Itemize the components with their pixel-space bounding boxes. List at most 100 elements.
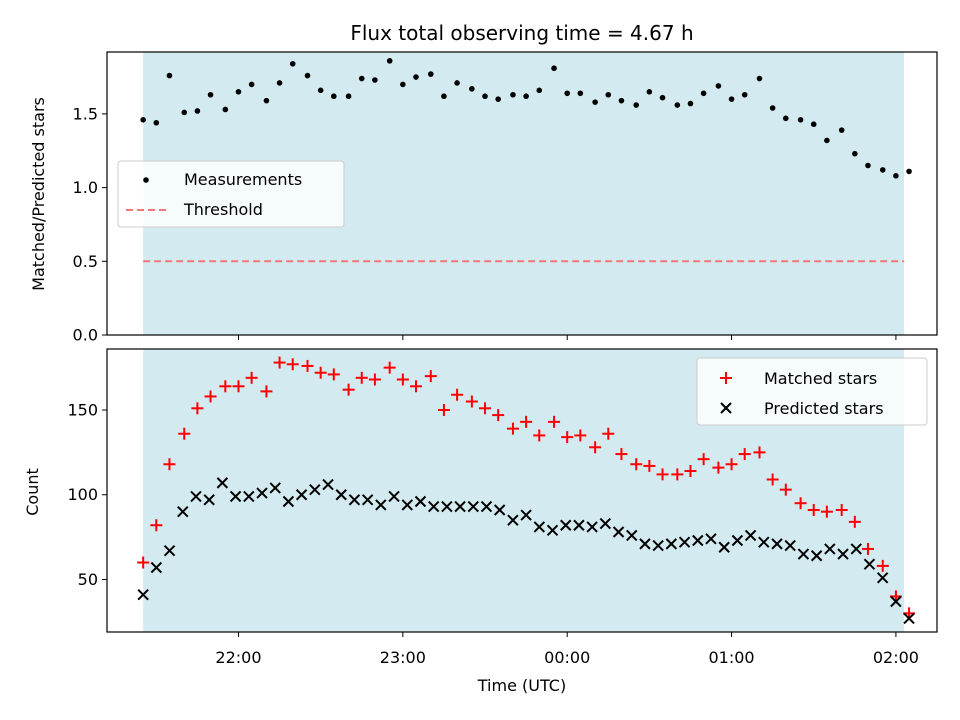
predicted-star-point <box>546 524 559 537</box>
predicted-star-point <box>824 543 836 555</box>
matched-star-point <box>684 465 697 478</box>
predicted-star-point <box>784 539 796 552</box>
chart-title: Flux total observing time = 4.67 h <box>350 21 693 45</box>
measurement-point <box>741 91 748 98</box>
measurement-point <box>495 96 501 102</box>
measurement-point <box>756 75 763 82</box>
legend-measurements-marker <box>143 177 149 183</box>
predicted-star-point <box>626 529 638 542</box>
predicted-star-point-b <box>718 541 730 553</box>
predicted-star-point <box>758 536 770 548</box>
count-y-label: Count <box>23 468 42 516</box>
predicted-star-point <box>269 482 281 494</box>
matched-star-point <box>615 448 628 461</box>
measurement-point <box>181 109 188 116</box>
matched-star-point <box>204 390 217 403</box>
measurement-points <box>140 58 912 179</box>
matched-star-point <box>383 361 396 374</box>
count-legend-box <box>696 357 928 426</box>
predicted-star-point <box>137 589 149 601</box>
measurement-point <box>659 94 666 101</box>
measurement-point <box>317 87 324 94</box>
predicted-star-point <box>309 483 321 496</box>
measurement-point <box>577 90 584 97</box>
legend-matched-label: Matched stars <box>764 369 877 388</box>
measurement-point <box>605 91 612 98</box>
matched-star-point <box>437 404 450 417</box>
matched-star-point <box>163 458 176 471</box>
predicted-star-point <box>890 595 902 608</box>
predicted-star-point <box>797 548 810 560</box>
predicted-stars-points <box>137 477 915 625</box>
measurement-point <box>153 119 160 126</box>
predicted-star-point-b <box>243 490 255 503</box>
legend-measurements-label: Measurements <box>184 170 302 189</box>
matched-star-point <box>191 402 204 415</box>
matched-star-point <box>766 473 779 486</box>
predicted-star-point-b <box>876 572 889 584</box>
predicted-star-point <box>190 490 202 503</box>
measurement-point <box>633 102 640 108</box>
predicted-star-point <box>375 499 387 511</box>
predicted-star-point-b <box>626 529 638 542</box>
predicted-star-point <box>520 509 532 521</box>
measurement-point <box>810 121 817 128</box>
predicted-star-point-b <box>190 490 202 503</box>
matched-star-point <box>260 385 273 398</box>
matched-star-point <box>137 556 150 569</box>
measurement-point <box>304 72 311 79</box>
count-plot-frame <box>106 348 938 633</box>
matched-star-point <box>861 542 874 555</box>
predicted-star-point-b <box>692 534 704 547</box>
predicted-star-point <box>348 494 361 506</box>
predicted-star-point <box>586 521 598 533</box>
predicted-star-point-b <box>137 589 149 601</box>
measurement-point <box>140 117 146 123</box>
x-tick-label: 02:00 <box>873 648 919 667</box>
ratio-y-tick-label: 0.5 <box>73 252 98 271</box>
predicted-star-point <box>863 558 876 570</box>
predicted-star-point <box>163 544 176 557</box>
measurement-point <box>441 93 447 100</box>
predicted-star-point-b <box>414 495 427 508</box>
predicted-star-point-b <box>586 521 598 533</box>
measurement-point <box>276 80 283 86</box>
measurement-point <box>166 72 173 79</box>
predicted-star-point <box>665 538 678 550</box>
measurement-point <box>715 83 722 89</box>
matched-star-point <box>245 371 258 384</box>
x-tick-label: 01:00 <box>708 648 754 667</box>
measurement-point <box>194 108 201 114</box>
ratio-legend-box <box>117 160 345 228</box>
predicted-star-point-b <box>335 489 347 501</box>
measurement-point <box>674 102 681 108</box>
predicted-star-point <box>507 514 519 526</box>
measurement-point <box>263 97 270 104</box>
predicted-star-point <box>692 534 704 547</box>
predicted-star-point-b <box>388 490 400 503</box>
predicted-star-point-b <box>454 500 466 513</box>
predicted-star-point-b <box>322 478 334 491</box>
predicted-star-point <box>414 495 427 508</box>
predicted-star-point <box>441 500 453 513</box>
matched-star-point <box>150 519 163 532</box>
predicted-star-point-b <box>573 519 585 531</box>
predicted-star-point-b <box>758 536 770 548</box>
ratio-y-tick-label: 1.5 <box>73 104 98 123</box>
predicted-star-point <box>480 500 493 513</box>
matched-star-point <box>779 483 792 496</box>
measurement-point <box>782 115 789 122</box>
predicted-star-point-b <box>256 487 268 499</box>
predicted-star-point-b <box>850 543 862 555</box>
matched-star-point <box>396 373 409 386</box>
matched-star-point <box>342 383 355 396</box>
matched-star-point <box>492 409 505 422</box>
predicted-star-point-b <box>282 495 295 508</box>
x-tick-label: 00:00 <box>544 648 590 667</box>
measurement-point <box>222 106 229 113</box>
predicted-star-point-b <box>612 526 625 538</box>
predicted-star-point-b <box>784 539 796 552</box>
matched-star-point <box>424 370 437 383</box>
predicted-star-point <box>876 572 889 584</box>
